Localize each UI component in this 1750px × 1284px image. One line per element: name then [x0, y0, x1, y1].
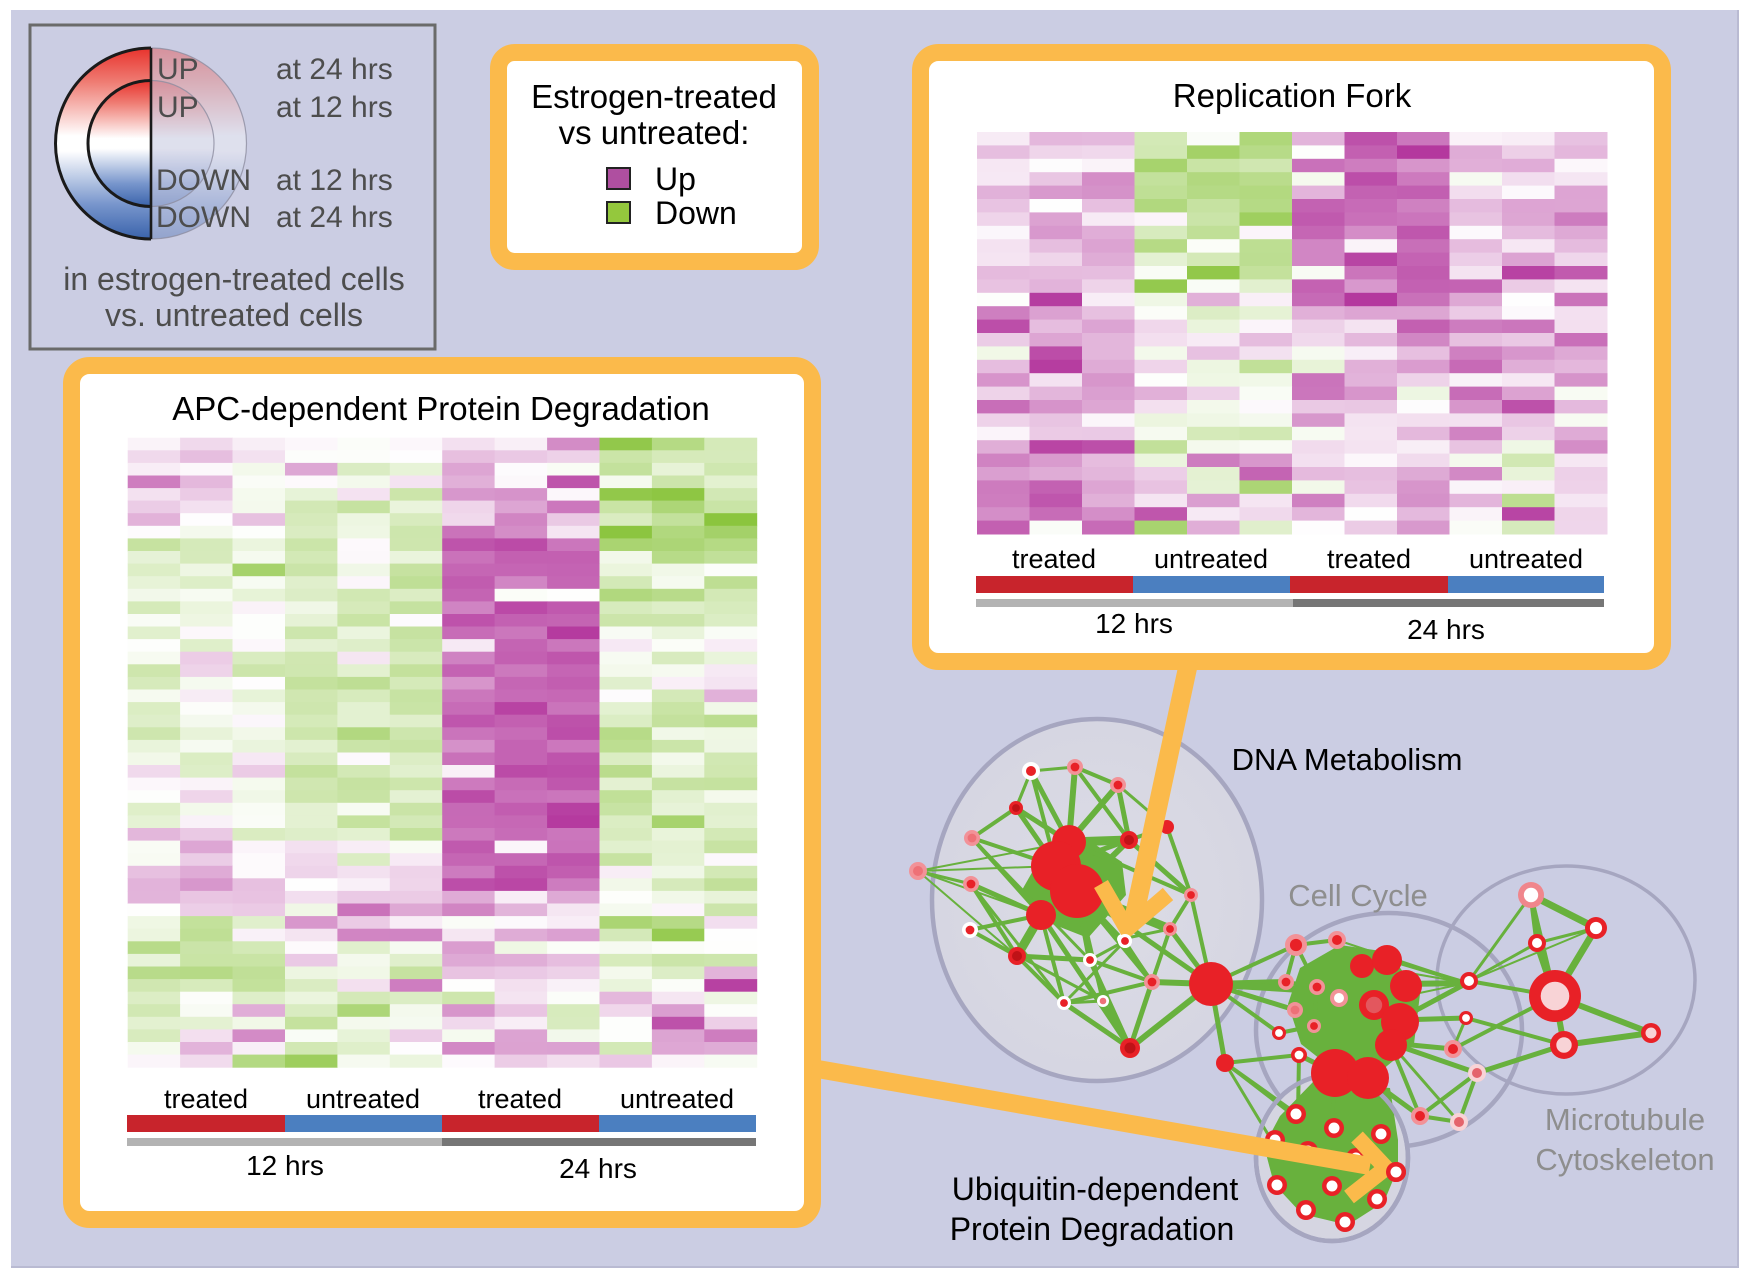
svg-text:at 24 hrs: at 24 hrs	[276, 201, 393, 234]
svg-text:untreated: untreated	[1154, 544, 1268, 574]
svg-text:Cell Cycle: Cell Cycle	[1288, 878, 1428, 913]
svg-text:Down: Down	[655, 195, 737, 231]
svg-text:treated: treated	[1012, 544, 1096, 574]
svg-text:in estrogen-treated cells: in estrogen-treated cells	[63, 261, 405, 297]
svg-text:at 24 hrs: at 24 hrs	[276, 53, 393, 86]
svg-text:treated: treated	[1327, 544, 1411, 574]
svg-text:24 hrs: 24 hrs	[1407, 614, 1485, 645]
svg-text:12 hrs: 12 hrs	[246, 1150, 324, 1181]
svg-text:DOWN: DOWN	[156, 164, 251, 197]
svg-text:untreated: untreated	[1469, 544, 1583, 574]
svg-text:Microtubule: Microtubule	[1545, 1102, 1705, 1137]
svg-text:Cytoskeleton: Cytoskeleton	[1535, 1142, 1714, 1177]
svg-text:untreated: untreated	[306, 1084, 420, 1114]
svg-text:UP: UP	[157, 91, 199, 124]
svg-text:Estrogen-treated: Estrogen-treated	[531, 78, 777, 115]
svg-text:APC-dependent Protein Degradat: APC-dependent Protein Degradation	[172, 390, 710, 427]
svg-text:UP: UP	[157, 53, 199, 86]
svg-text:vs. untreated cells: vs. untreated cells	[105, 297, 363, 333]
svg-text:12 hrs: 12 hrs	[1095, 608, 1173, 639]
svg-text:treated: treated	[478, 1084, 562, 1114]
svg-text:untreated: untreated	[620, 1084, 734, 1114]
svg-text:Replication Fork: Replication Fork	[1173, 77, 1412, 114]
svg-text:24 hrs: 24 hrs	[559, 1153, 637, 1184]
svg-text:at 12 hrs: at 12 hrs	[276, 91, 393, 124]
svg-text:Ubiquitin-dependent: Ubiquitin-dependent	[952, 1171, 1239, 1207]
svg-text:vs untreated:: vs untreated:	[559, 114, 750, 151]
svg-text:Up: Up	[655, 161, 696, 197]
svg-text:Protein Degradation: Protein Degradation	[950, 1211, 1235, 1247]
svg-text:at 12 hrs: at 12 hrs	[276, 164, 393, 197]
svg-text:DOWN: DOWN	[156, 201, 251, 234]
svg-text:DNA Metabolism: DNA Metabolism	[1232, 742, 1463, 777]
svg-text:treated: treated	[164, 1084, 248, 1114]
